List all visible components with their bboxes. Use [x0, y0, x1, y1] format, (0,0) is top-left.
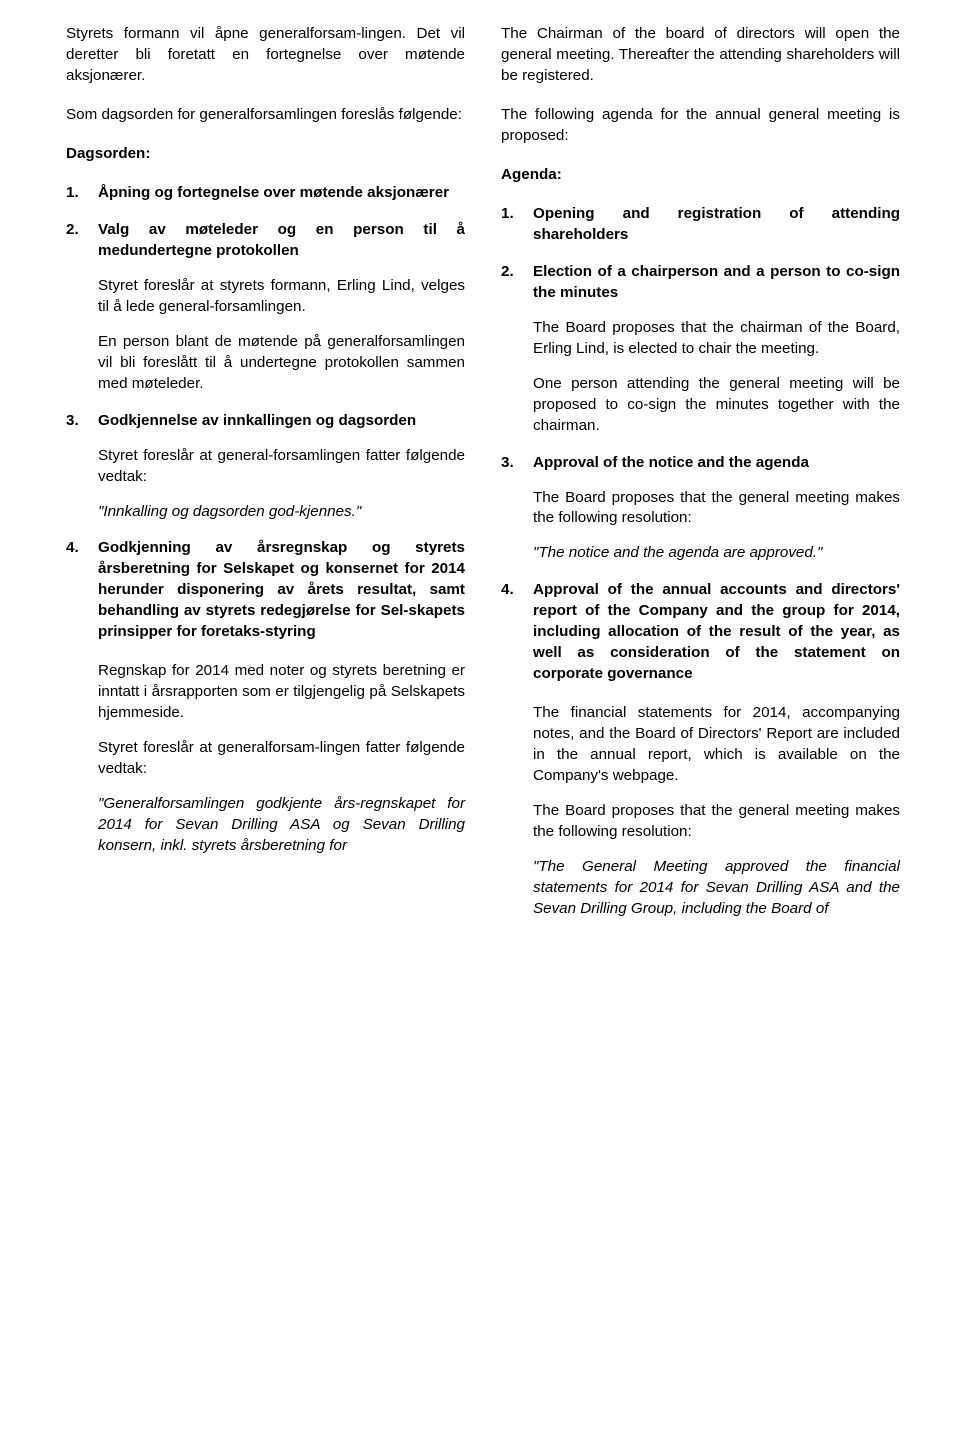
agenda-item: 3. Approval of the notice and the agenda…	[501, 453, 900, 565]
item-heading: Godkjennelse av innkallingen og dagsorde…	[98, 411, 465, 432]
tail-para: Regnskap for 2014 med noter og styrets b…	[98, 661, 465, 724]
agenda-item: 3. Godkjennelse av innkallingen og dagso…	[66, 411, 465, 523]
tail-quote: "The General Meeting approved the financ…	[533, 857, 900, 920]
agenda-label: Dagsorden:	[66, 144, 465, 165]
agenda-list: 1. Opening and registration of attending…	[501, 204, 900, 685]
item-number: 1.	[501, 204, 519, 246]
tail-quote: "Generalforsamlingen godkjente års-regns…	[98, 794, 465, 857]
item-body: Valg av møteleder og en person til å med…	[98, 220, 465, 395]
item-heading: Opening and registration of attending sh…	[533, 204, 900, 246]
item-quote: "Innkalling og dagsorden god-kjennes."	[98, 502, 465, 523]
document-page: Styrets formann vil åpne generalforsam-l…	[0, 0, 960, 1440]
agenda-item: 2. Election of a chairperson and a perso…	[501, 262, 900, 437]
item-body: Approval of the notice and the agenda Th…	[533, 453, 900, 565]
item-number: 3.	[66, 411, 84, 523]
agenda-item: 2. Valg av møteleder og en person til å …	[66, 220, 465, 395]
item-para: One person attending the general meeting…	[533, 374, 900, 437]
item-body: Godkjenning av årsregnskap og styrets år…	[98, 538, 465, 643]
intro-para: The Chairman of the board of directors w…	[501, 24, 900, 87]
item-body: Opening and registration of attending sh…	[533, 204, 900, 246]
item-heading: Approval of the annual accounts and dire…	[533, 580, 900, 685]
item-para: En person blant de møtende på generalfor…	[98, 332, 465, 395]
agenda-item: 1. Åpning og fortegnelse over møtende ak…	[66, 183, 465, 204]
tail-block: The financial statements for 2014, accom…	[501, 703, 900, 920]
item-quote: "The notice and the agenda are approved.…	[533, 543, 900, 564]
tail-para: The financial statements for 2014, accom…	[533, 703, 900, 787]
item-number: 4.	[501, 580, 519, 685]
item-heading: Godkjenning av årsregnskap og styrets år…	[98, 538, 465, 643]
item-para: Styret foreslår at general-forsamlingen …	[98, 446, 465, 488]
tail-para: The Board proposes that the general meet…	[533, 801, 900, 843]
item-heading: Election of a chairperson and a person t…	[533, 262, 900, 304]
agenda-item: 1. Opening and registration of attending…	[501, 204, 900, 246]
tail-para: Styret foreslår at generalforsam-lingen …	[98, 738, 465, 780]
item-heading: Åpning og fortegnelse over møtende aksjo…	[98, 183, 465, 204]
item-number: 2.	[501, 262, 519, 437]
agenda-item: 4. Godkjenning av årsregnskap og styrets…	[66, 538, 465, 643]
item-para: The Board proposes that the chairman of …	[533, 318, 900, 360]
right-column: The Chairman of the board of directors w…	[501, 24, 900, 1416]
item-number: 1.	[66, 183, 84, 204]
item-body: Godkjennelse av innkallingen og dagsorde…	[98, 411, 465, 523]
item-number: 4.	[66, 538, 84, 643]
item-heading: Approval of the notice and the agenda	[533, 453, 900, 474]
item-number: 2.	[66, 220, 84, 395]
item-number: 3.	[501, 453, 519, 565]
agenda-label: Agenda:	[501, 165, 900, 186]
item-body: Approval of the annual accounts and dire…	[533, 580, 900, 685]
item-heading: Valg av møteleder og en person til å med…	[98, 220, 465, 262]
tail-block: Regnskap for 2014 med noter og styrets b…	[66, 661, 465, 857]
agenda-item: 4. Approval of the annual accounts and d…	[501, 580, 900, 685]
intro-para: Som dagsorden for generalforsamlingen fo…	[66, 105, 465, 126]
left-column: Styrets formann vil åpne generalforsam-l…	[66, 24, 465, 1416]
intro-para: The following agenda for the annual gene…	[501, 105, 900, 147]
item-para: Styret foreslår at styrets formann, Erli…	[98, 276, 465, 318]
item-body: Election of a chairperson and a person t…	[533, 262, 900, 437]
intro-para: Styrets formann vil åpne generalforsam-l…	[66, 24, 465, 87]
item-body: Åpning og fortegnelse over møtende aksjo…	[98, 183, 465, 204]
agenda-list: 1. Åpning og fortegnelse over møtende ak…	[66, 183, 465, 643]
item-para: The Board proposes that the general meet…	[533, 488, 900, 530]
